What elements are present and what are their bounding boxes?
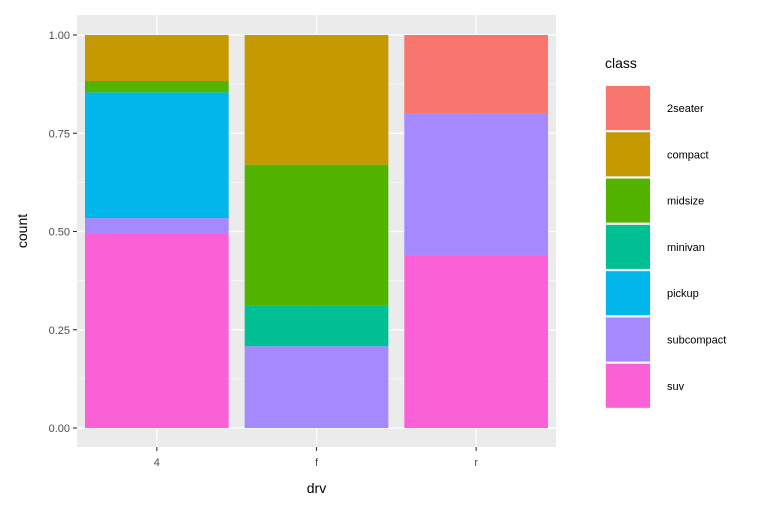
bar-segment-2seater-r bbox=[404, 35, 549, 114]
legend-swatch-subcompact bbox=[606, 317, 650, 362]
bar-segment-subcompact-4 bbox=[84, 218, 229, 234]
legend-label-suv: suv bbox=[667, 381, 685, 393]
bar-segment-compact-f bbox=[244, 35, 389, 165]
legend: class 2seater compact midsize minivan pickup… bbox=[605, 55, 726, 409]
legend-label-subcompact: subcompact bbox=[667, 335, 726, 347]
y-tick-label: 0.00 bbox=[49, 423, 70, 435]
bar-segment-midsize-f bbox=[244, 164, 389, 306]
x-tick-label: f bbox=[315, 457, 319, 469]
legend-label-minivan: minivan bbox=[667, 242, 705, 254]
x-axis: 4 f r bbox=[154, 447, 478, 469]
bar-segment-suv-r bbox=[404, 255, 549, 428]
legend-label-pickup: pickup bbox=[667, 288, 699, 300]
x-tick-label: r bbox=[474, 457, 478, 469]
legend-swatch-compact bbox=[606, 132, 650, 177]
legend-label-midsize: midsize bbox=[667, 196, 704, 208]
legend-swatch-2seater bbox=[606, 86, 650, 130]
bar-segment-suv-4 bbox=[84, 233, 229, 428]
x-tick-label: 4 bbox=[154, 457, 160, 469]
bars-layer bbox=[84, 35, 549, 428]
legend-swatch-pickup bbox=[606, 271, 650, 316]
legend-title: class bbox=[605, 55, 637, 71]
bar-segment-midsize-4 bbox=[84, 80, 229, 93]
legend-label-compact: compact bbox=[667, 149, 709, 161]
legend-swatch-minivan bbox=[606, 224, 650, 269]
y-tick-label: 0.50 bbox=[49, 227, 70, 239]
bar-segment-pickup-4 bbox=[84, 92, 229, 219]
bar-segment-subcompact-f bbox=[244, 346, 389, 428]
y-tick-label: 0.25 bbox=[49, 325, 70, 337]
y-axis-title: count bbox=[14, 214, 30, 248]
y-axis: 0.00 0.25 0.50 0.75 1.00 bbox=[49, 30, 77, 435]
y-tick-label: 0.75 bbox=[49, 128, 70, 140]
legend-label-2seater: 2seater bbox=[667, 103, 704, 115]
legend-swatch-midsize bbox=[606, 178, 650, 223]
bar-segment-minivan-f bbox=[244, 305, 389, 347]
bar-segment-compact-4 bbox=[84, 35, 229, 81]
x-axis-title: drv bbox=[307, 480, 326, 496]
bar-segment-subcompact-r bbox=[404, 113, 549, 256]
legend-swatch-suv bbox=[606, 363, 650, 408]
y-tick-label: 1.00 bbox=[49, 30, 70, 42]
